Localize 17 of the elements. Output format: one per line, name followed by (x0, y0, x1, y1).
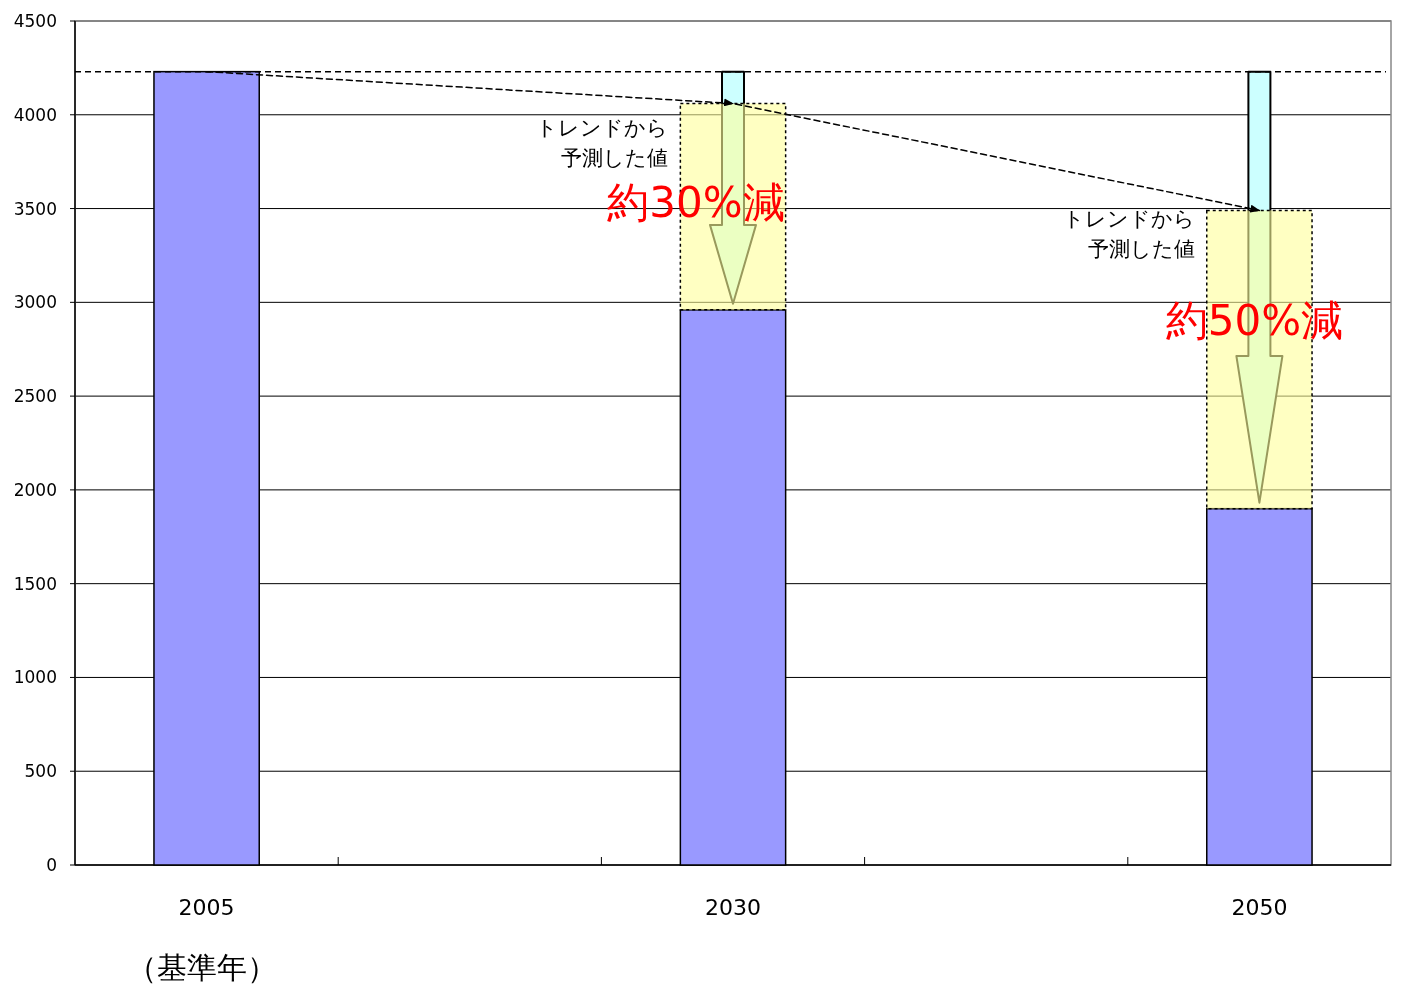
x-tick-label: 2030 (705, 895, 761, 920)
y-tick-label: 1500 (13, 573, 57, 594)
y-tick-label: 4000 (13, 104, 57, 125)
y-tick-label: 3000 (13, 292, 57, 313)
text: （基準年） (126, 950, 277, 985)
y-tick-label: 500 (24, 761, 57, 782)
x-tick-label: 2005 (178, 895, 235, 920)
x-tick-label: 2050 (1231, 895, 1288, 920)
annotation: 約50%減 (1165, 296, 1344, 345)
y-tick-label: 2500 (13, 386, 57, 407)
y-tick-label: 1000 (13, 667, 57, 688)
y-tick-label: 0 (46, 855, 57, 875)
y-tick-label: 2000 (13, 479, 57, 500)
annotation: トレンドから予測した値 (536, 116, 669, 171)
annotation: トレンドから予測した値 (1062, 207, 1195, 262)
y-tick-label: 3500 (13, 198, 57, 219)
y-tick-label: 4500 (13, 11, 57, 31)
